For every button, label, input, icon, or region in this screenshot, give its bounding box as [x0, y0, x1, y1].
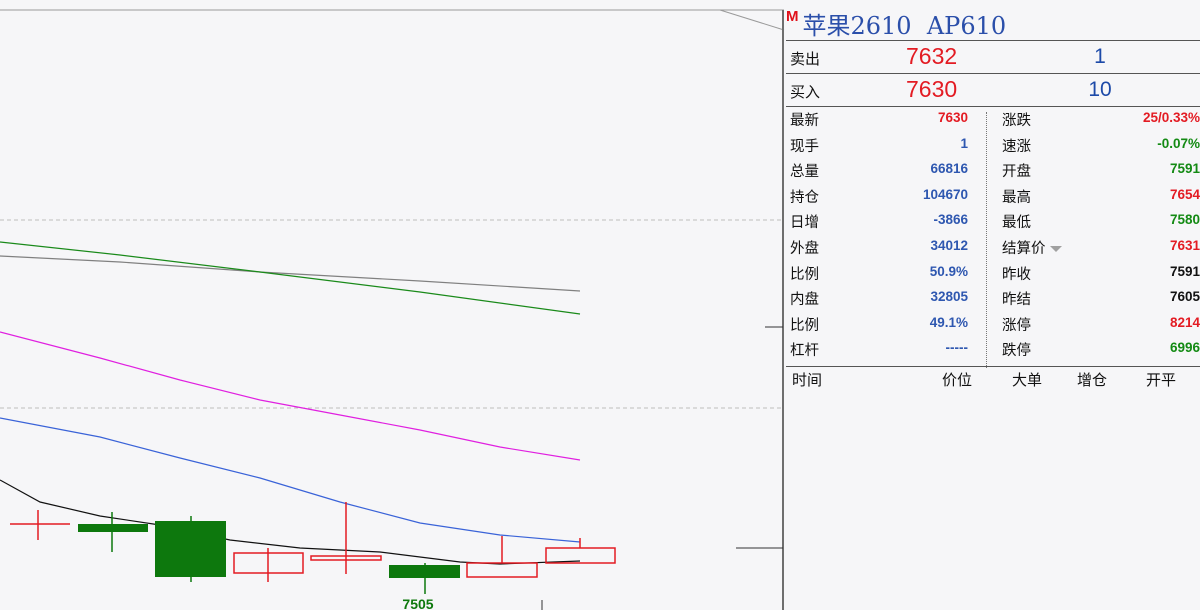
quote-value: 7580	[1169, 212, 1200, 228]
quote-value: -3866	[933, 212, 968, 228]
quote-value: 7591	[1169, 161, 1200, 177]
quote-label: 比例	[790, 317, 819, 334]
candle[interactable]	[545, 538, 616, 564]
quote-value: -----	[945, 340, 968, 356]
ma-line-green	[0, 241, 581, 315]
quote-label: 昨收	[1002, 263, 1031, 284]
quote-label-text: 涨停	[1002, 317, 1031, 334]
low-price-label: 7505	[402, 596, 433, 610]
settlement-price-dropdown[interactable]: 结算价	[1002, 237, 1062, 258]
contract-code: AP610	[926, 12, 1007, 40]
quote-label-text: 昨结	[1002, 292, 1031, 309]
quote-label: 跌停	[1002, 339, 1031, 360]
quote-value: 34012	[930, 238, 968, 253]
quote-label-text: 最低	[1002, 215, 1031, 232]
quote-label: 最新	[790, 113, 819, 129]
quote-label-text: 最高	[1002, 189, 1031, 206]
chart-background	[0, 0, 790, 610]
quote-value: 8214	[1169, 314, 1200, 330]
candle[interactable]	[10, 510, 70, 540]
quote-label: 总量	[790, 164, 819, 181]
quote-value: 7605	[1169, 289, 1200, 305]
quote-label-text: 开盘	[1002, 164, 1031, 181]
contract-title: M 苹果2610 AP610	[786, 6, 1006, 40]
market-badge: M	[786, 8, 799, 25]
quote-value: 7630	[937, 110, 968, 125]
divider	[786, 40, 1200, 41]
ma-line-blue	[0, 417, 581, 543]
kline-chart-canvas[interactable]: 7505	[0, 0, 790, 610]
divider	[786, 73, 1200, 74]
ma-line-magenta	[0, 331, 581, 461]
quote-label-text: 跌停	[1002, 343, 1031, 360]
quote-value: 50.9%	[929, 263, 968, 279]
quote-label: 杠杆	[790, 343, 819, 360]
quote-label-text: 结算价	[1002, 241, 1046, 257]
column-separator	[986, 112, 987, 368]
quote-label: 现手	[790, 138, 819, 155]
quote-label-text: 速涨	[1002, 138, 1031, 155]
quote-label: 日增	[790, 215, 819, 232]
quote-label: 最低	[1002, 211, 1031, 232]
candle[interactable]	[233, 548, 304, 582]
quote-label: 外盘	[790, 241, 819, 257]
quote-label: 比例	[790, 266, 819, 283]
trade-header-time: 时间	[792, 371, 823, 389]
quote-value: 1	[960, 135, 968, 151]
bid-label: 买入	[790, 83, 821, 101]
quote-value: 66816	[930, 161, 968, 177]
quote-value: -0.07%	[1157, 135, 1200, 151]
kline-chart[interactable]: 7505	[0, 0, 790, 610]
quote-value: 104670	[922, 186, 968, 202]
trade-header-oi-change: 增仓	[1077, 371, 1108, 389]
divider	[786, 366, 1200, 367]
quote-value: 6996	[1169, 340, 1200, 356]
candle[interactable]	[466, 536, 538, 578]
trade-header-open-close: 开平	[1146, 371, 1177, 389]
chart-corner-line	[719, 9, 785, 31]
candle[interactable]	[155, 516, 226, 582]
quote-value: 32805	[930, 289, 968, 305]
quote-panel: M 苹果2610 AP610 卖出 7632 1 买入 7630 10 最新 763…	[786, 0, 1200, 610]
quote-label: 持仓	[790, 189, 819, 206]
quote-label: 涨停	[1002, 314, 1031, 335]
quote-label: 开盘	[1002, 160, 1031, 181]
quote-label: 最高	[1002, 186, 1031, 207]
chevron-down-icon[interactable]	[1049, 246, 1062, 252]
trade-header-price: 价位	[942, 371, 973, 389]
quote-label: 昨结	[1002, 288, 1031, 309]
bid-price[interactable]: 7630	[906, 76, 958, 102]
contract-name: 苹果2610	[802, 12, 912, 40]
quote-value: 7591	[1169, 263, 1200, 279]
quote-value: 49.1%	[929, 314, 968, 330]
trade-header-big-order: 大单	[1012, 371, 1043, 389]
quote-value: 7631	[1169, 238, 1200, 253]
quote-value: 7654	[1169, 186, 1200, 202]
ask-volume[interactable]: 1	[1094, 45, 1106, 68]
bid-volume[interactable]: 10	[1088, 78, 1112, 101]
quote-label: 速涨	[1002, 135, 1031, 156]
quote-value: 25/0.33%	[1142, 110, 1200, 125]
candle[interactable]	[310, 502, 382, 574]
quote-label-text: 昨收	[1002, 266, 1031, 283]
candle[interactable]	[389, 563, 460, 594]
ask-price[interactable]: 7632	[906, 43, 958, 69]
quote-label-text: 涨跌	[1002, 113, 1031, 129]
candle[interactable]	[78, 512, 148, 552]
ask-label: 卖出	[790, 50, 821, 68]
quote-label: 涨跌	[1002, 109, 1031, 130]
divider	[786, 106, 1200, 107]
quote-label: 内盘	[790, 292, 819, 309]
